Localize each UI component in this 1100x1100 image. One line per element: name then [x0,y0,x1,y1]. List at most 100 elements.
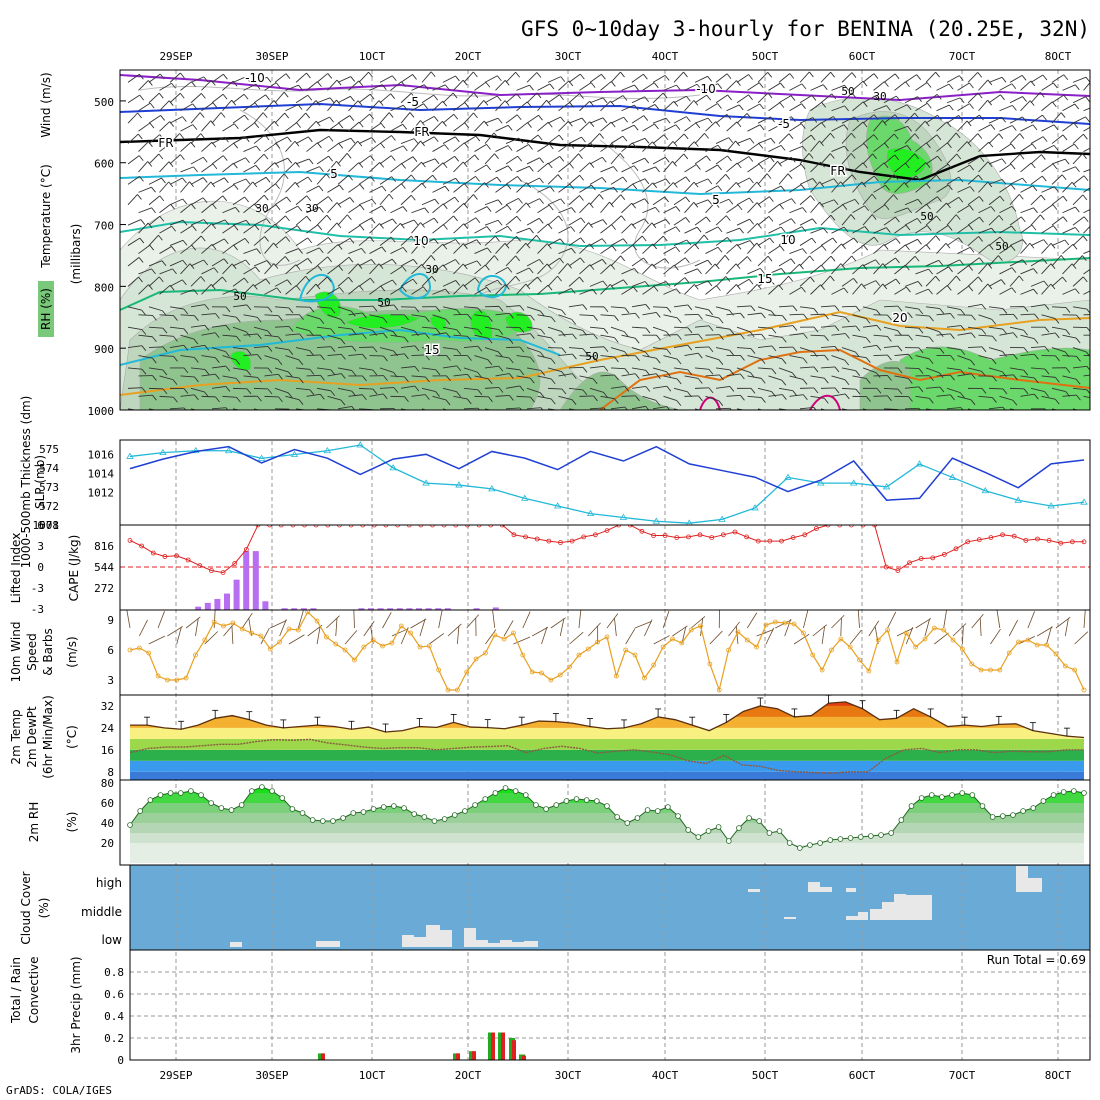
wind-barb-flag [148,80,153,86]
wind-barb [442,347,457,350]
wind-barb [810,245,823,254]
wind-barb-flag [414,330,419,337]
wind-barb-flag [225,306,231,313]
li-point [534,536,540,542]
wind-barb [967,276,979,287]
wind-barb-flag [740,395,745,401]
wind-barb [264,373,279,377]
wind-barb-flag [1096,145,1100,150]
wind-barb [1072,216,1085,226]
wind-barb [925,306,940,310]
wind-barb [894,145,908,152]
wind-barb-flag [950,355,955,361]
wind10-point [875,637,881,643]
wind-barb [652,347,667,350]
wind-barb [694,117,709,124]
rh-grey-contour [239,109,301,266]
wind-barb [600,355,615,358]
wind-barb [253,112,264,124]
wind-barb [463,306,478,309]
wind-barb-flag [191,244,197,251]
wind-barb [516,165,530,173]
wind-barb-flag [855,306,861,312]
wind-barb-flag [665,117,671,124]
wind-barb-flag [1096,124,1100,129]
wind-barb-flag [182,177,187,184]
wind-barb [925,275,936,287]
wind-barb [841,92,853,104]
thickness-point [685,519,693,525]
wind10-barb [382,612,392,629]
cape-bar [262,601,269,610]
rh-point [350,810,357,816]
wind-barb-flag [223,258,229,265]
wind10-barb [297,610,304,629]
wind-barb-flag [664,157,670,163]
wind-barb-flag [204,325,210,331]
wind-barb-flag [1031,224,1037,231]
wind-barb-flag [687,344,693,351]
wind-barb [621,142,633,152]
wind-barb-flag [830,132,835,139]
wind-barb [1041,186,1055,193]
wind-barb-flag [246,388,252,395]
wind-barb-flag [1022,239,1028,245]
wind-barb-flag [309,369,315,375]
wind-barb [264,82,277,91]
wind-barb-flag [780,82,785,89]
wind-barb [747,355,762,360]
wind-barb-flag [969,82,974,89]
wind-barb [1041,204,1054,214]
wind10-barb [288,634,305,645]
wind-barb-flag [1033,393,1039,400]
wind10-point [333,641,339,647]
wind-barb-flag [235,359,241,365]
wind-barb-flag [672,141,678,147]
wind-barb [621,223,633,234]
wind-barb-flag [559,156,565,162]
wind-barb [946,306,961,311]
wind-barb [495,204,508,214]
wind-barb [799,178,813,185]
wind-barb-flag [726,114,732,120]
wind-barb [673,239,688,246]
wind-barb-flag [693,181,699,188]
wind-barb [358,277,371,287]
wind-barb-flag [179,92,185,99]
wind-barb [915,355,930,360]
wind-barb [421,367,436,371]
wind-barb-flag [485,81,491,88]
wind-barb-flag [267,306,273,313]
li-point [872,525,877,528]
wind-barb-flag [162,369,168,376]
wind-barb-flag [665,331,671,337]
thickness-point [323,446,332,454]
wind-barb [358,198,373,206]
thickness-point [290,450,299,457]
temp-tick-label: 24 [101,722,115,735]
wind-barb [190,367,205,370]
li-point [1081,539,1087,545]
wind-barb [600,334,615,338]
li-point [988,535,994,540]
wind-barb-flag [262,112,268,118]
wind-barb-flag [579,195,584,201]
wind-barb [190,177,204,185]
wind-barb [442,326,457,331]
wind10-point [1016,639,1021,645]
wind-barb [243,181,254,193]
wind-barb [768,144,782,152]
wind-barb-flag [519,346,525,353]
wind-barb-flag [180,72,185,79]
rh-point [512,788,519,794]
wind-barb-flag [1082,255,1087,261]
cloud-unit-label: (%) [37,898,51,919]
wind-barb [904,217,918,226]
wind-barb [537,355,552,360]
wind-barb-flag [349,197,355,203]
wind-barb [547,94,560,104]
wind-barb [652,306,668,308]
wind-barb-flag [978,236,983,242]
wind-barb [180,203,192,214]
wind-barb [925,326,940,333]
